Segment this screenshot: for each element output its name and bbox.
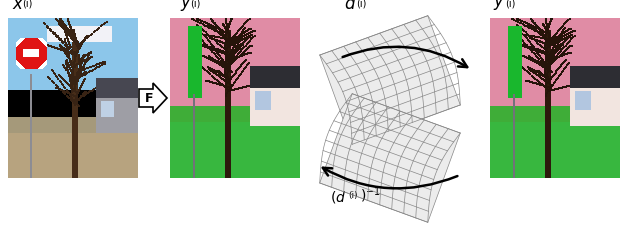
Text: $y$: $y$ xyxy=(180,0,193,13)
Text: $(d$: $(d$ xyxy=(330,189,346,205)
Text: (i): (i) xyxy=(505,0,515,8)
Text: $)^{-1}$: $)^{-1}$ xyxy=(360,185,381,205)
Text: (i): (i) xyxy=(356,0,366,8)
Text: $x$: $x$ xyxy=(12,0,24,13)
Text: $d$: $d$ xyxy=(344,0,356,13)
Text: (i): (i) xyxy=(22,0,33,8)
Polygon shape xyxy=(320,16,460,144)
Text: (i): (i) xyxy=(190,0,200,8)
Text: F: F xyxy=(145,93,153,106)
Text: $\tilde{y}$: $\tilde{y}$ xyxy=(493,0,506,13)
Polygon shape xyxy=(320,94,460,222)
Polygon shape xyxy=(139,83,167,113)
Text: (i): (i) xyxy=(348,191,358,200)
